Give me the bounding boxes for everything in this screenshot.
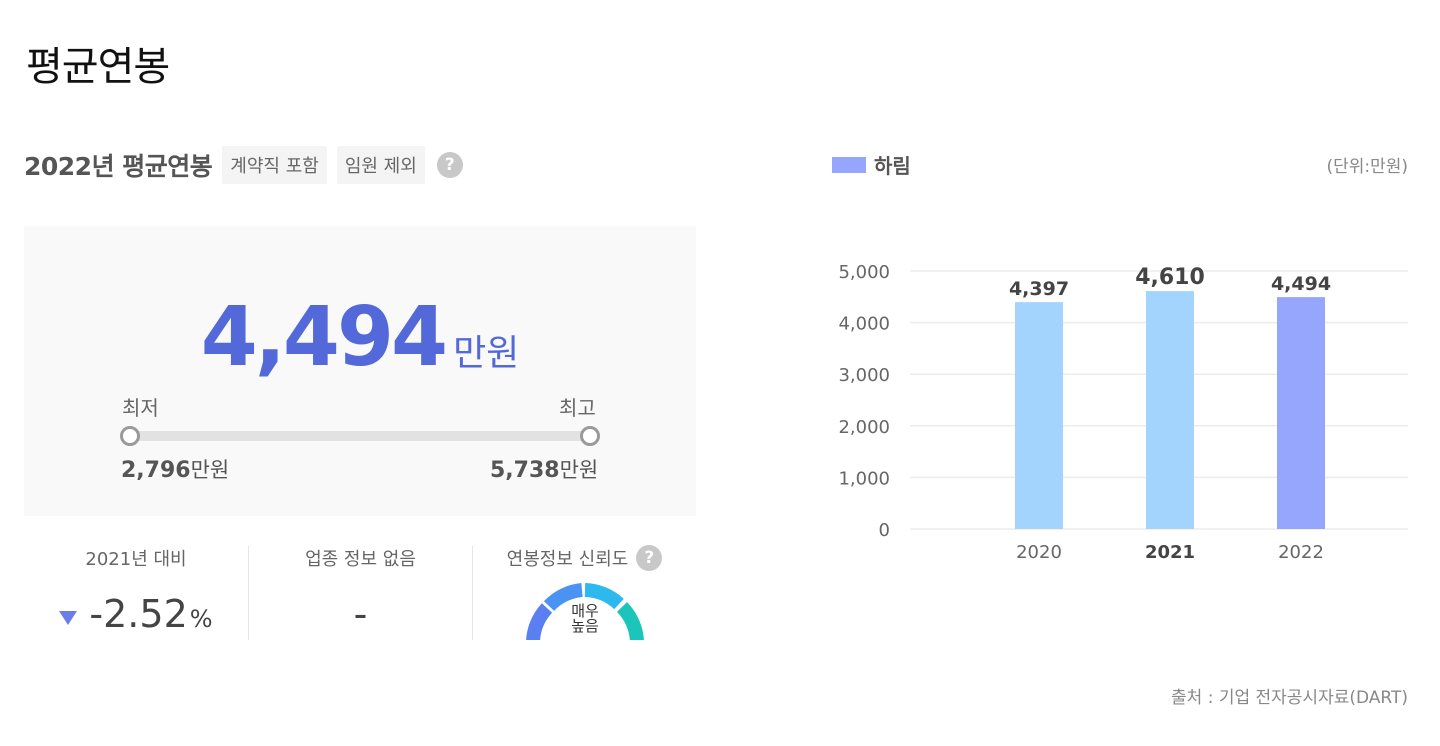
down-arrow-icon [59, 611, 78, 625]
stats-row: 2021년 대비 -2.52% 업종 정보 없음 - 연봉정보 신뢰도 ? 매우… [24, 545, 696, 640]
reliability-gauge: 매우 높음 [525, 582, 645, 640]
min-salary-value: 2,796 [121, 458, 191, 483]
industry-label: 업종 정보 없음 [305, 549, 416, 570]
data-label: 4,610 [1135, 265, 1205, 290]
range-max-handle [580, 426, 600, 446]
chart-legend: 하림 [832, 150, 911, 179]
y-tick-label: 5,000 [838, 262, 890, 283]
x-tick-label: 2020 [1016, 542, 1062, 563]
average-salary: 4,494 만원 [24, 290, 696, 385]
source-note: 출처 : 기업 전자공시자료(DART) [1171, 688, 1408, 708]
yoy-stat: 2021년 대비 -2.52% [24, 546, 248, 640]
average-salary-unit: 만원 [453, 333, 520, 374]
summary-title: 2022년 평균연봉 [24, 152, 213, 181]
min-label: 최저 [122, 396, 159, 420]
reliability-help-icon[interactable]: ? [636, 545, 663, 571]
average-salary-panel: 4,494 만원 최저 최고 2,796만원 5,738만원 [24, 226, 696, 516]
tag-contract-included: 계약직 포함 [222, 146, 327, 184]
reliability-line-2: 높음 [571, 617, 599, 635]
data-label: 4,397 [1009, 278, 1069, 300]
gauge-arc-icon [526, 583, 644, 640]
y-tick-label: 4,000 [838, 314, 890, 335]
tag-exec-excluded: 임원 제외 [336, 146, 425, 184]
max-label: 최고 [559, 396, 596, 420]
y-tick-label: 2,000 [838, 417, 890, 438]
reliability-line-1: 매우 [571, 602, 599, 620]
page-title: 평균연봉 [26, 44, 170, 90]
unit-note: (단위:만원) [1326, 157, 1408, 177]
salary-bar-chart: 0 1,000 2,000 3,000 4,000 5,000 4,397 2020 4,610… [838, 262, 1408, 563]
reliability-stat: 연봉정보 신뢰도 ? 매우 높음 [472, 545, 696, 640]
average-salary-value: 4,494 [200, 290, 448, 385]
industry-value: - [353, 592, 368, 636]
min-salary: 2,796만원 [121, 454, 229, 484]
summary-header: 2022년 평균연봉 계약직 포함 임원 제외 ? [24, 146, 463, 184]
industry-stat: 업종 정보 없음 - [248, 546, 472, 640]
yoy-value: -2.52 [89, 592, 188, 636]
yoy-label: 2021년 대비 [85, 549, 187, 570]
y-tick-label: 1,000 [838, 468, 890, 489]
reliability-text: 매우 높음 [525, 604, 645, 634]
min-salary-unit: 만원 [190, 458, 230, 482]
salary-range-track [129, 431, 591, 441]
bar [1146, 291, 1194, 529]
yoy-percent-sign: % [189, 605, 213, 633]
max-salary-value: 5,738 [490, 458, 560, 483]
y-tick-label: 0 [879, 520, 890, 541]
x-tick-label: 2022 [1278, 542, 1324, 563]
range-min-handle [120, 426, 140, 446]
max-salary: 5,738만원 [490, 454, 598, 484]
max-salary-unit: 만원 [559, 458, 599, 482]
y-tick-label: 3,000 [838, 365, 890, 386]
reliability-label: 연봉정보 신뢰도 [506, 549, 629, 570]
reliability-header: 연봉정보 신뢰도 ? [473, 545, 696, 571]
help-icon[interactable]: ? [436, 152, 463, 178]
legend-swatch [832, 156, 866, 173]
yoy-change: -2.52% [24, 592, 248, 636]
bar [1015, 302, 1063, 529]
bar [1277, 297, 1325, 529]
x-tick-label: 2021 [1145, 542, 1195, 563]
legend-label: 하림 [874, 154, 911, 178]
data-label: 4,494 [1271, 273, 1331, 295]
